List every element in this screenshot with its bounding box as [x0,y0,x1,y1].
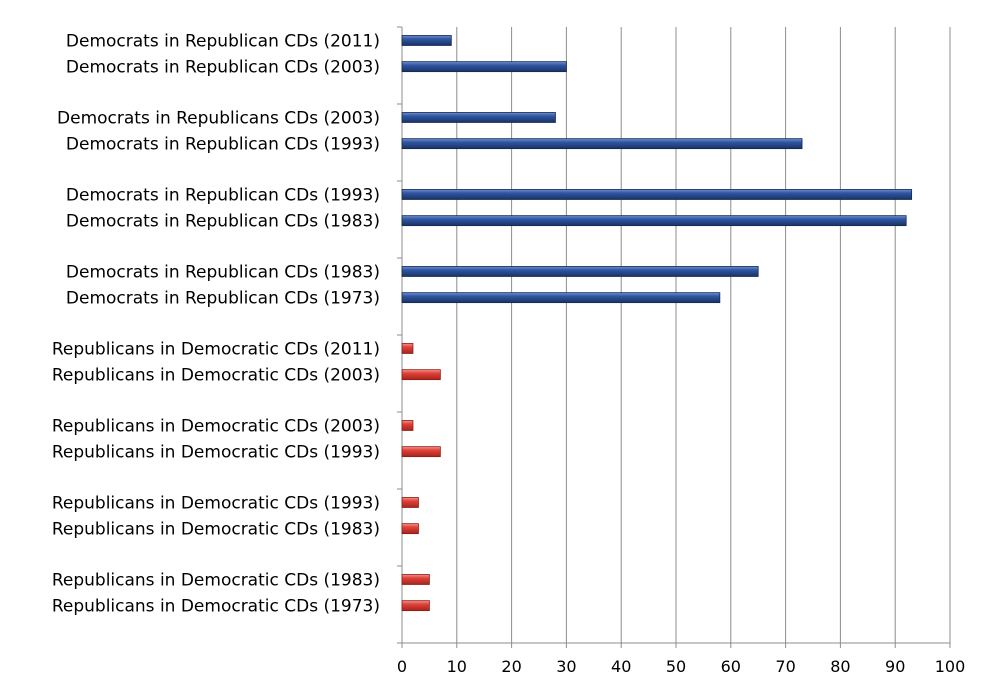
category-label: Republicans in Democratic CDs (2011) [52,339,380,359]
category-label-layer: Democrats in Republican CDs (2011) Democr… [52,31,380,616]
category-label: Republicans in Democratic CDs (1993) [52,493,380,513]
bar [401,35,452,46]
category-label: Democrats in Republican CDs (1983) [66,262,380,282]
bar [401,497,419,508]
category-label: Republicans in Democratic CDs (1993) [52,443,380,463]
grid-layer [397,26,951,644]
bar [401,112,556,123]
category-label: Republicans in Democratic CDs (1983) [52,570,380,590]
bar [401,292,721,304]
category-label: Democrats in Republican CDs (1993) [66,135,380,155]
x-tick-label: 70 [775,657,795,676]
category-label: Democrats in Republican CDs (2003) [66,58,380,78]
category-label: Republicans in Democratic CDs (1983) [52,520,380,540]
bar [401,420,414,431]
x-tick-label: 100 [935,657,966,676]
bar [401,61,567,73]
bar [401,189,913,200]
category-label: Democrats in Republican CDs (2011) [66,31,380,51]
x-tick-label: 20 [501,657,521,676]
bar [401,343,414,354]
bar [401,266,759,277]
category-label: Democrats in Republican CDs (1993) [66,185,380,205]
category-label: Democrats in Republicans CDs (2003) [57,108,380,128]
x-tick-label: 90 [885,657,905,676]
x-tick-layer: 0 10 20 30 40 50 60 70 80 90 100 [397,643,965,676]
x-tick-label: 40 [611,657,631,676]
x-tick-label: 50 [666,657,686,676]
category-label: Republicans in Democratic CDs (2003) [52,366,380,386]
category-label: Democrats in Republican CDs (1983) [66,212,380,232]
bar [401,574,430,585]
bar [401,138,803,150]
category-label: Democrats in Republican CDs (1973) [66,289,380,309]
bar [401,523,419,535]
bar-layer [401,35,913,612]
x-tick-label: 60 [721,657,741,676]
x-tick-label: 0 [397,657,407,676]
category-label: Republicans in Democratic CDs (2003) [52,416,380,436]
bar [401,600,430,612]
category-label: Republicans in Democratic CDs (1973) [52,597,380,617]
x-tick-label: 80 [830,657,850,676]
bar [401,446,441,458]
bar [401,215,907,227]
x-tick-label: 30 [556,657,576,676]
x-tick-label: 10 [447,657,467,676]
bar [401,369,441,381]
